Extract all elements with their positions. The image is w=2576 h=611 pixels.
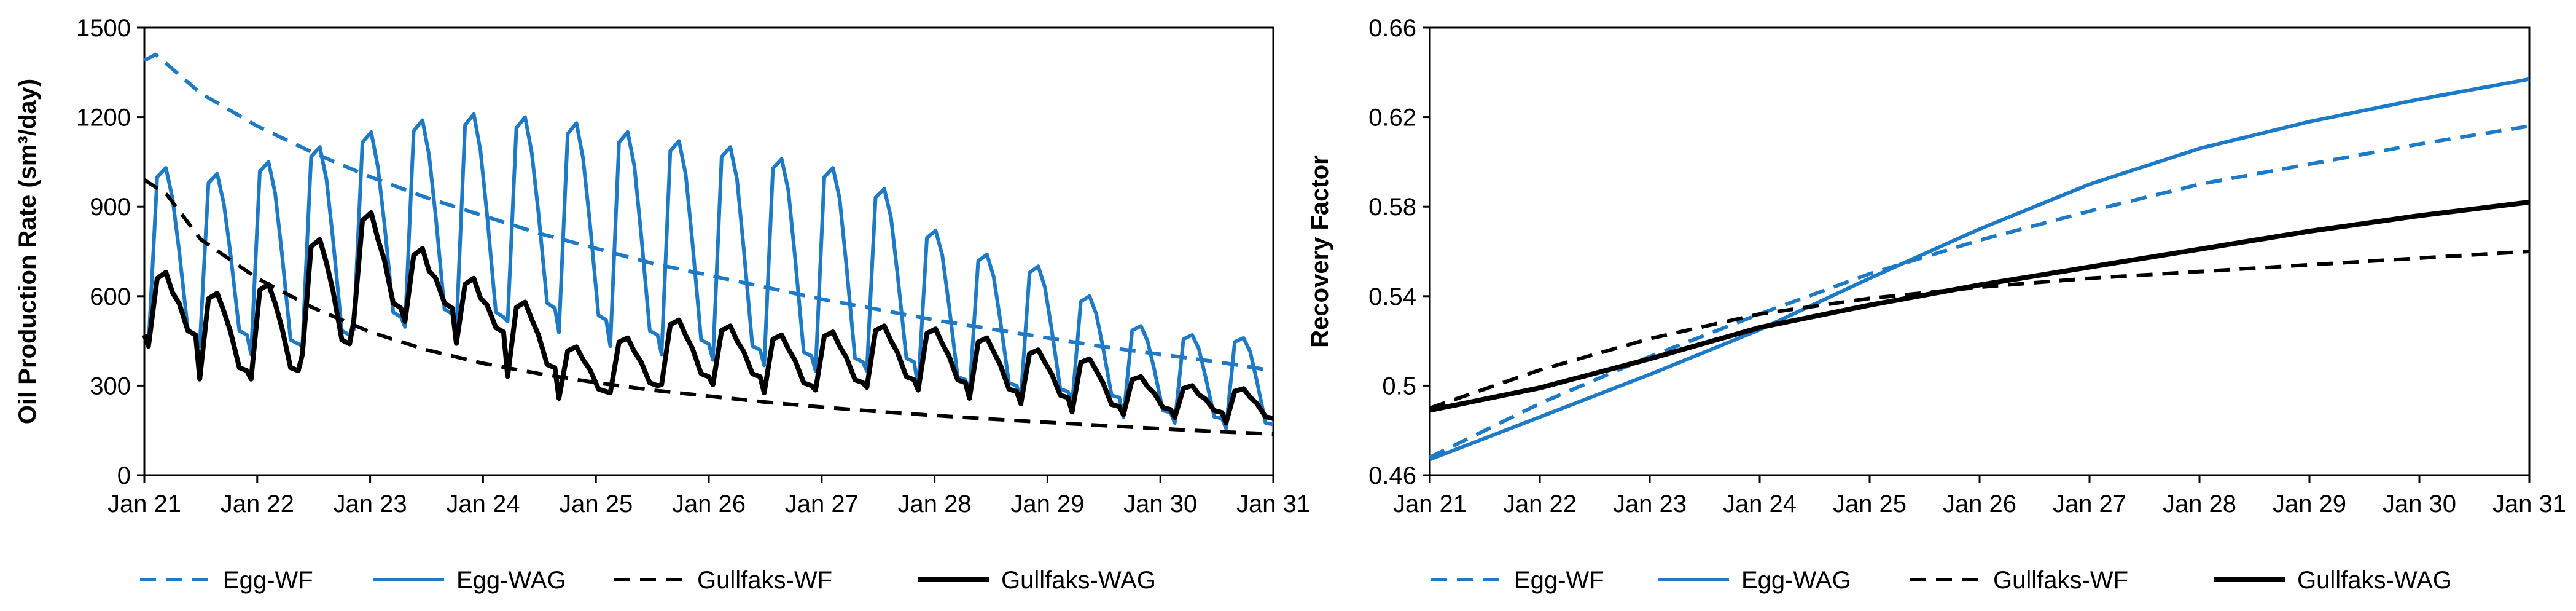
x-tick-label: Jan 23 [334,491,407,518]
series-line-egg-wf [1429,124,2530,459]
x-tick-label: Jan 30 [2383,491,2456,518]
series-line-gullfaks-wag [142,210,1274,426]
x-tick-label: Jan 28 [2163,491,2236,518]
x-tick-label: Jan 22 [1503,491,1577,518]
y-tick-label: 1500 [76,15,131,42]
x-tick-label: Jan 26 [672,491,746,518]
series-line-gullfaks-wf [143,178,1274,436]
y-tick-label: 0 [117,462,131,489]
legend-label: Egg-WF [1514,567,1604,594]
series-line-gullfaks-wag [1429,199,2530,413]
y-tick-label: 0.62 [1368,104,1416,132]
legend-label: Egg-WAG [1741,567,1851,594]
y-tick-label: 0.5 [1382,373,1416,400]
x-tick-label: Jan 24 [1723,491,1797,518]
x-tick-label: Jan 27 [2053,491,2126,518]
x-tick-label: Jan 21 [107,491,181,518]
x-tick-label: Jan 29 [2273,491,2346,518]
x-tick-label: Jan 24 [446,491,520,518]
x-tick-label: Jan 22 [221,491,294,518]
x-tick-label: Jan 25 [1833,491,1907,518]
series-line-egg-wag [142,112,1274,431]
series-line-egg-wag [1429,77,2530,462]
x-tick-label: Jan 29 [1010,491,1084,518]
chart-panel-2: 0.46 0.5 0.54 0.58 0.62 0.66 Jan 21 Jan 22 Jan 2… [1306,15,2566,594]
chart-panel-1: 0 300 600 900 1200 1500 Jan 21 Jan 22 Jan 23 Jan … [14,15,1310,594]
y-axis-label: Recovery Factor [1306,155,1333,347]
y-tick-label: 0.58 [1368,194,1416,221]
x-tick-label: Jan 25 [559,491,633,518]
legend-label: Gullfaks-WF [1993,567,2128,594]
y-tick-label: 900 [90,194,131,221]
legend-label: Egg-WAG [456,567,566,594]
series-line-gullfaks-wf [1429,250,2530,410]
y-tick-label: 0.46 [1368,462,1416,489]
y-tick-label: 300 [90,373,131,400]
x-tick-label: Jan 31 [2492,491,2566,518]
y-axis-label: Oil Production Rate (sm³/day) [14,79,41,424]
y-tick-label: 0.54 [1368,283,1416,310]
legend-label: Gullfaks-WAG [2297,567,2452,594]
x-tick-label: Jan 23 [1613,491,1687,518]
y-tick-label: 600 [90,283,131,310]
x-tick-label: Jan 28 [898,491,972,518]
y-tick-label: 1200 [76,104,131,132]
legend-label: Gullfaks-WF [697,567,832,594]
x-tick-label: Jan 27 [785,491,859,518]
x-tick-label: Jan 26 [1943,491,2016,518]
x-tick-label: Jan 31 [1236,491,1310,518]
legend-label: Egg-WF [223,567,313,594]
x-tick-label: Jan 30 [1123,491,1197,518]
legend-label: Gullfaks-WAG [1001,567,1156,594]
y-tick-label: 0.66 [1368,15,1416,42]
x-tick-label: Jan 21 [1393,491,1467,518]
